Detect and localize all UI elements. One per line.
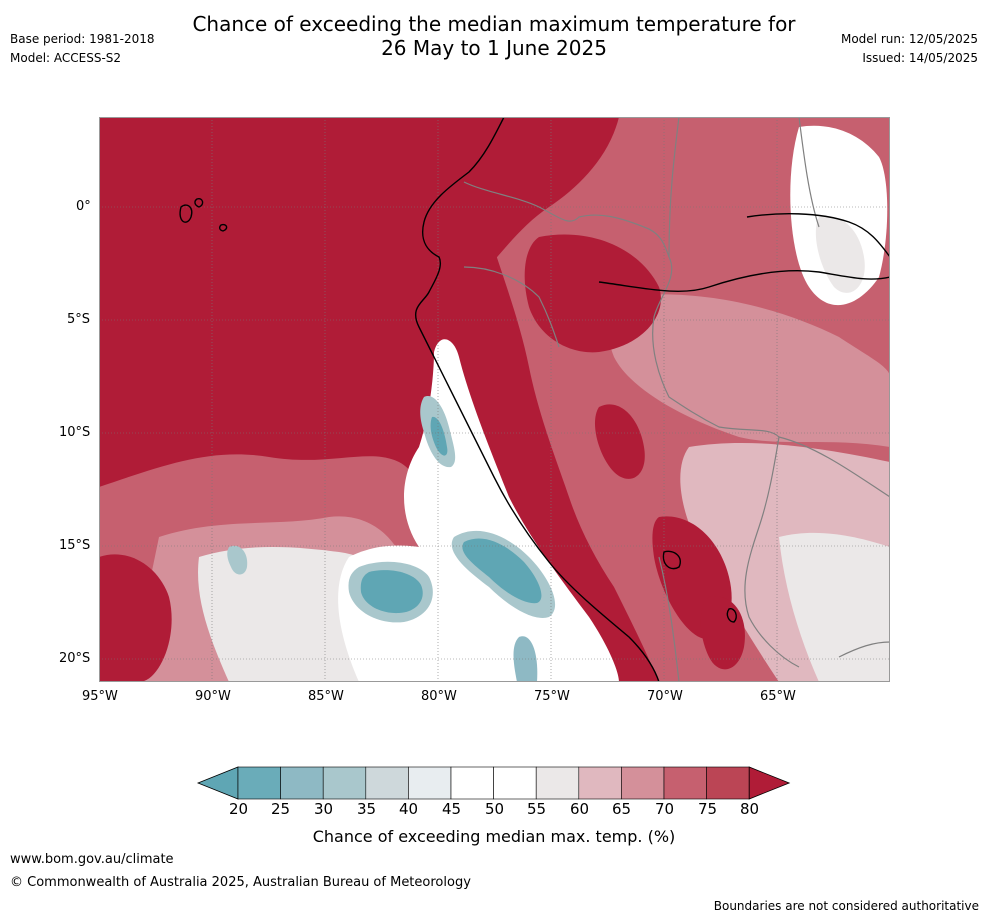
central-peru-high-spot: [594, 404, 645, 479]
colorbar-segment: [280, 766, 324, 800]
north-peru-low-core: [430, 416, 448, 456]
map-frame: [99, 117, 890, 682]
colorbar-label: Chance of exceeding median max. temp. (%…: [312, 827, 676, 846]
graticule: [99, 117, 890, 682]
lat-label-5s: 5°S: [67, 312, 91, 327]
lat-label-15s: 15°S: [59, 538, 91, 553]
colorbar-high-extension: [748, 766, 791, 800]
west-low-spot: [227, 545, 248, 575]
colorbar-ticks: 20 25 30 35 40 45 50 55 60 65 70 75 80: [0, 800, 988, 820]
issued-text: Issued: 14/05/2025: [862, 51, 978, 65]
amazon-lower-region: [607, 294, 890, 447]
footer-copyright: © Commonwealth of Australia 2025, Austra…: [10, 875, 471, 890]
cb-tick-35: 35: [357, 800, 377, 818]
cb-tick-70: 70: [655, 800, 675, 818]
cb-tick-65: 65: [612, 800, 632, 818]
colorbar-segment: [237, 766, 281, 800]
cb-tick-80: 80: [740, 800, 760, 818]
lat-label-10s: 10°S: [59, 425, 91, 440]
lon-label-90w: 90°W: [195, 689, 231, 704]
south-peru-low-core: [462, 538, 542, 604]
cb-tick-45: 45: [442, 800, 462, 818]
far-southwest-high: [99, 554, 172, 682]
colorbar-segment: [706, 766, 750, 800]
lon-label-65w: 65°W: [760, 689, 796, 704]
title-line-2: 26 May to 1 June 2025: [381, 36, 607, 60]
cb-tick-40: 40: [399, 800, 419, 818]
altiplano-high-spot: [700, 596, 745, 670]
cb-tick-55: 55: [527, 800, 547, 818]
offshore-low-core: [360, 570, 423, 614]
lon-label-85w: 85°W: [308, 689, 344, 704]
colorbar-segment: [578, 766, 622, 800]
lat-label-0: 0°: [76, 199, 91, 214]
colorbar-segment: [450, 766, 494, 800]
cb-tick-30: 30: [314, 800, 334, 818]
colorbar-segment: [621, 766, 665, 800]
lon-label-95w: 95°W: [82, 689, 118, 704]
colombia-high-region: [479, 117, 619, 277]
footer-disclaimer: Boundaries are not considered authoritat…: [713, 899, 979, 913]
colorbar-segment: [322, 766, 367, 800]
lat-label-20s: 20°S: [59, 651, 91, 666]
cb-tick-75: 75: [698, 800, 718, 818]
cb-tick-50: 50: [485, 800, 505, 818]
colorbar-low-extension: [196, 766, 239, 800]
ecuador-high-region: [524, 234, 661, 353]
model-text: Model: ACCESS-S2: [10, 51, 122, 65]
cb-tick-25: 25: [271, 800, 291, 818]
southeast-median-region: [779, 532, 890, 682]
colorbar: [196, 766, 791, 800]
colorbar-segment: [663, 766, 707, 800]
base-period-text: Base period: 1981-2018: [10, 32, 155, 46]
coastlines: [179, 117, 890, 682]
colorbar-segment: [365, 766, 409, 800]
lon-label-75w: 75°W: [534, 689, 570, 704]
colorbar-segment: [535, 766, 580, 800]
footer-url[interactable]: www.bom.gov.au/climate: [10, 852, 174, 867]
lon-label-80w: 80°W: [421, 689, 457, 704]
colorbar-segment: [408, 766, 452, 800]
probability-map: [99, 117, 890, 682]
national-boundaries: [463, 117, 890, 682]
model-run-text: Model run: 12/05/2025: [840, 32, 978, 46]
colorbar-segment: [493, 766, 537, 800]
title-line-1: Chance of exceeding the median maximum t…: [192, 12, 796, 36]
cb-tick-60: 60: [570, 800, 590, 818]
map-title: Chance of exceeding the median maximum t…: [0, 12, 988, 60]
lon-label-70w: 70°W: [647, 689, 683, 704]
cb-tick-20: 20: [229, 800, 249, 818]
